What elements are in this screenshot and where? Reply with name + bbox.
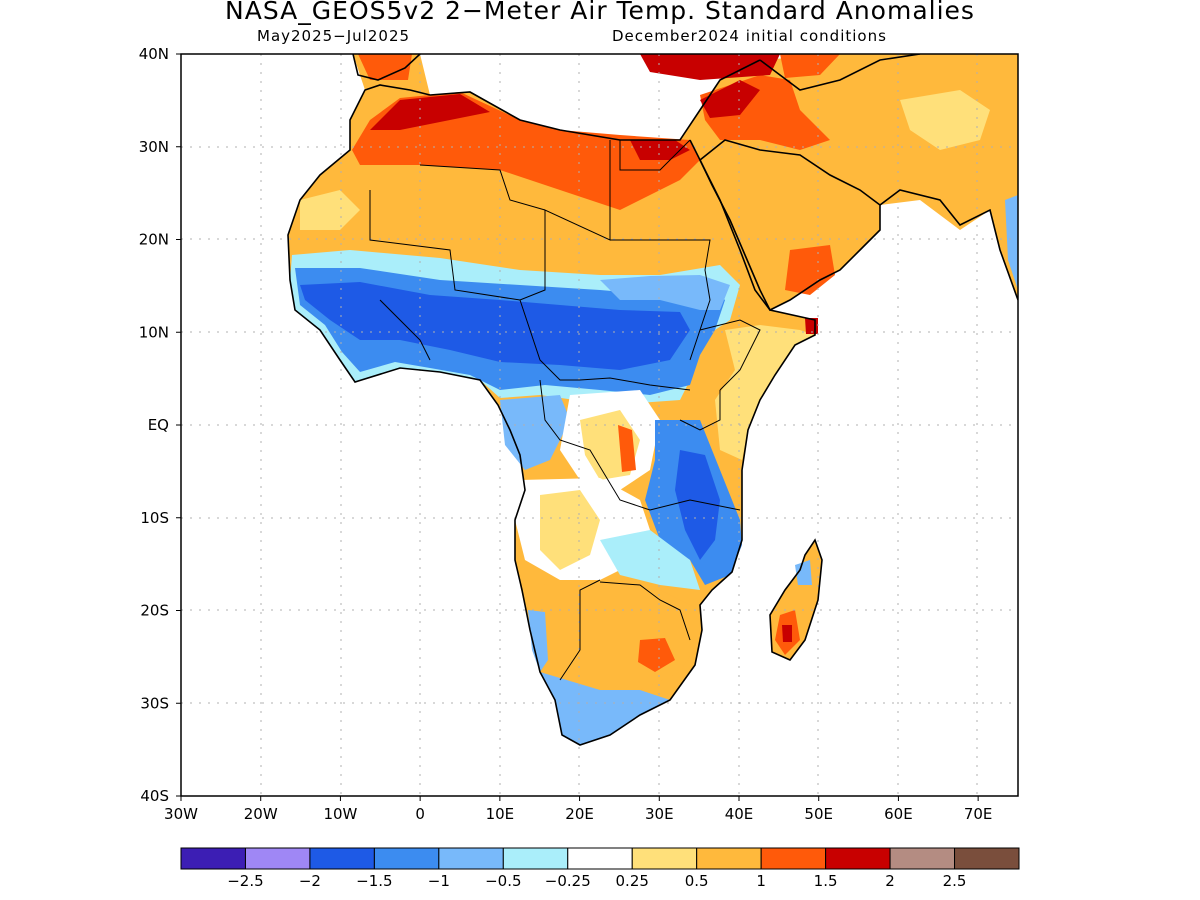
europe-warm [780,54,840,78]
lon-tick-label: 20W [244,805,278,823]
south-hot [638,638,675,672]
lat-tick-label: 30N [139,138,169,156]
grid-lines [181,54,1018,796]
lon-tick-label: 60E [884,805,913,823]
lat-tick-labels: 40N 30N 20N 10N EQ 10S 20S 30S 40S [139,45,169,805]
legend-label: 0.5 [685,872,709,890]
lat-tick-label: EQ [148,416,169,434]
madagascar-core [782,625,792,642]
central-hot [618,425,636,472]
lat-tick-label: 20N [139,231,169,249]
legend-swatch [309,847,375,870]
lat-tick-label: 40S [140,787,169,805]
zambia-light [600,530,700,590]
cool-belt-edge [600,275,730,310]
sahara-light [300,190,360,230]
lon-tick-label: 20E [565,805,594,823]
legend-label: 2 [885,872,895,890]
legend-swatch [244,847,311,870]
legend-swatch [696,847,762,870]
lon-tick-label: 10W [323,805,357,823]
legend-swatch [438,847,504,870]
legend-swatch [567,847,633,870]
lon-tick-label: 40E [725,805,754,823]
lat-tick-label: 20S [140,602,169,620]
legend-label: 2.5 [943,872,967,890]
legend-label: −1 [428,872,450,890]
europe-hot [640,54,780,80]
color-legend [180,847,1020,870]
namibia-cool [528,610,548,672]
legend-label: −1.5 [356,872,392,890]
legend-label: −2 [299,872,321,890]
legend-swatch [631,847,698,870]
lat-tick-label: 10S [140,509,169,527]
lon-tick-label: 30W [164,805,198,823]
lon-tick-label: 10E [486,805,515,823]
east-africa-deep [675,450,720,560]
legend-swatch [825,847,891,870]
lat-tick-label: 10N [139,323,169,341]
legend-label: −0.5 [485,872,521,890]
legend-label: −2.5 [227,872,263,890]
lon-tick-label: 30E [645,805,674,823]
central-cool [500,395,570,470]
initial-conditions: December2024 initial conditions [612,27,887,45]
lat-tick-label: 40N [139,45,169,63]
country-borders [369,139,761,681]
arabia-hot [785,245,835,295]
maghreb-core [370,94,490,130]
lon-tick-label: 70E [964,805,993,823]
legend-label: 1 [756,872,766,890]
cool-belt-core [300,282,690,370]
lat-tick-label: 30S [140,694,169,712]
legend-swatch [760,847,827,870]
lon-tick-labels: 30W 20W 10W 0 10E 20E 30E 40E 50E 60E 70E [164,805,992,823]
legend-labels: −2.5 −2 −1.5 −1 −0.5 −0.25 0.25 0.5 1 1.5 2 2.5 [227,872,966,890]
legend-swatch [502,847,569,870]
india-cool [1005,195,1018,290]
anomaly-field [288,54,1018,745]
tick-marks [176,53,979,801]
legend-swatch [954,847,1020,870]
legend-label: 1.5 [814,872,838,890]
horn-light [715,325,815,460]
south-cool [540,672,670,745]
lon-tick-label: 0 [415,805,425,823]
persia-light [900,90,990,150]
middle-east-core [700,80,760,118]
legend-swatch [373,847,440,870]
madagascar-cool [795,560,812,585]
forecast-period: May2025−Jul2025 [257,27,411,45]
iberia-hot [358,54,412,80]
legend-swatch [180,847,246,870]
lon-tick-label: 50E [804,805,833,823]
angola-warm [540,490,600,570]
legend-swatch [889,847,956,870]
map-title: NASA_GEOS5v2 2−Meter Air Temp. Standard … [225,0,975,25]
legend-label: −0.25 [545,872,591,890]
legend-label: 0.25 [616,872,649,890]
